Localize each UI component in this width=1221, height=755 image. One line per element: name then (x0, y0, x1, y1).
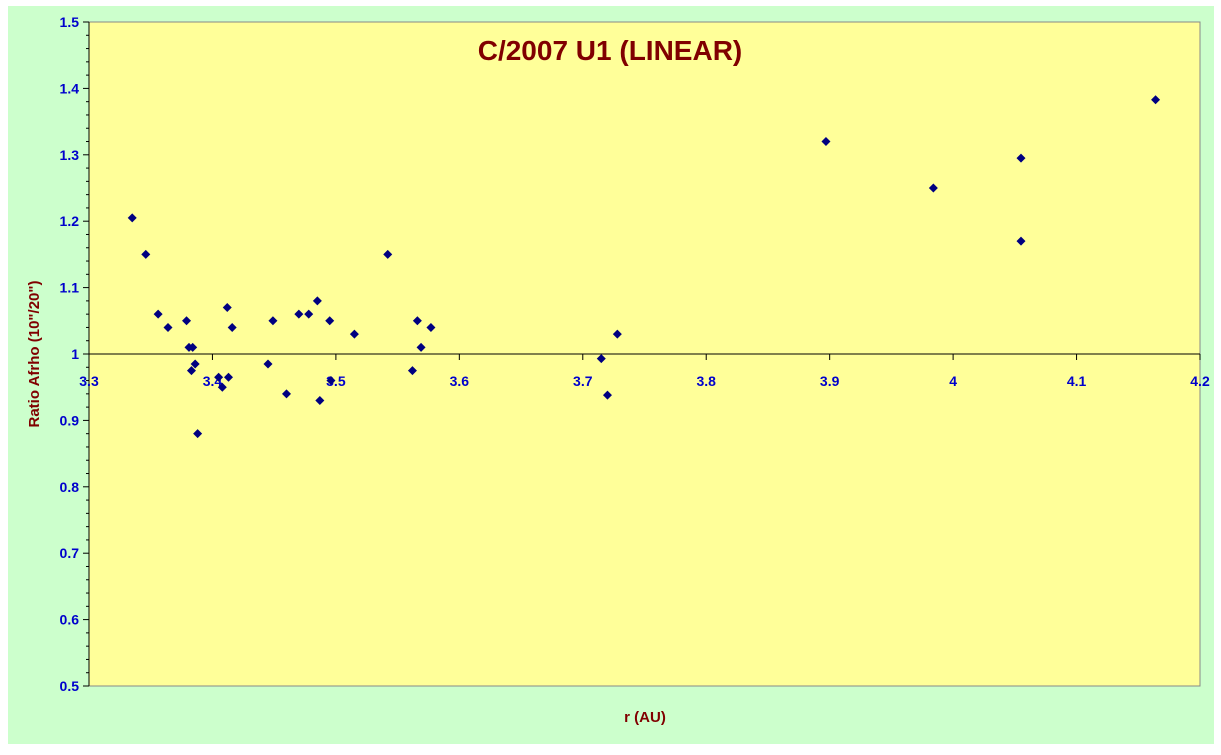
data-point (217, 382, 227, 392)
data-point (426, 322, 436, 332)
data-point (263, 359, 273, 369)
y-tick-label: 0.9 (60, 412, 80, 428)
data-point (325, 316, 335, 326)
data-point (153, 309, 163, 319)
data-point (412, 316, 422, 326)
data-point (821, 137, 831, 147)
data-point (1016, 153, 1026, 163)
data-point (596, 354, 606, 364)
y-tick-label: 0.7 (60, 545, 80, 561)
y-tick-label: 0.5 (60, 678, 80, 694)
y-tick-label: 0.8 (60, 479, 80, 495)
data-point (141, 249, 151, 259)
data-point (416, 342, 426, 352)
y-tick-label: 1.5 (60, 14, 80, 30)
data-point (188, 342, 198, 352)
data-point (383, 249, 393, 259)
data-point (214, 372, 224, 382)
data-point (223, 372, 233, 382)
data-point (227, 322, 237, 332)
x-tick-label: 3.9 (820, 373, 840, 389)
data-point (602, 390, 612, 400)
x-tick-label: 3.3 (79, 373, 99, 389)
y-tick-label: 1.2 (60, 213, 80, 229)
y-tick-label: 1.4 (60, 80, 80, 96)
y-tick-label: 1.1 (60, 280, 80, 296)
data-point (1151, 95, 1161, 105)
x-axis-title: r (AU) (624, 709, 666, 726)
y-tick-label: 1 (71, 346, 79, 362)
data-point (312, 296, 322, 306)
y-tick-label: 0.6 (60, 612, 80, 628)
x-tick-label: 3.7 (573, 373, 593, 389)
data-point (326, 376, 336, 386)
x-tick-label: 4 (949, 373, 957, 389)
y-tick-label: 1.3 (60, 147, 80, 163)
data-point (349, 329, 359, 339)
data-point (612, 329, 622, 339)
y-axis: 0.5 0.6 0.7 0.8 0.9 1 1.1 1.2 1.3 1.4 1.5 (60, 14, 90, 694)
data-point (182, 316, 192, 326)
data-point (1016, 236, 1026, 246)
x-tick-label: 3.6 (450, 373, 470, 389)
data-points (127, 95, 1161, 439)
x-tick-label: 4.2 (1190, 373, 1210, 389)
data-point (304, 309, 314, 319)
chart-title: C/2007 U1 (LINEAR) (478, 35, 743, 66)
data-point (163, 322, 173, 332)
data-point (315, 395, 325, 405)
data-point (193, 429, 203, 439)
x-tick-label: 4.1 (1067, 373, 1087, 389)
data-point (222, 303, 232, 313)
data-point (407, 366, 417, 376)
data-point (268, 316, 278, 326)
data-point (928, 183, 938, 193)
data-point (186, 366, 196, 376)
data-point (294, 309, 304, 319)
x-tick-label: 3.8 (696, 373, 716, 389)
y-axis-title: Ratio Afrho (10"/20") (26, 280, 43, 427)
data-point (190, 359, 200, 369)
data-point (127, 213, 137, 223)
data-point (282, 389, 292, 399)
